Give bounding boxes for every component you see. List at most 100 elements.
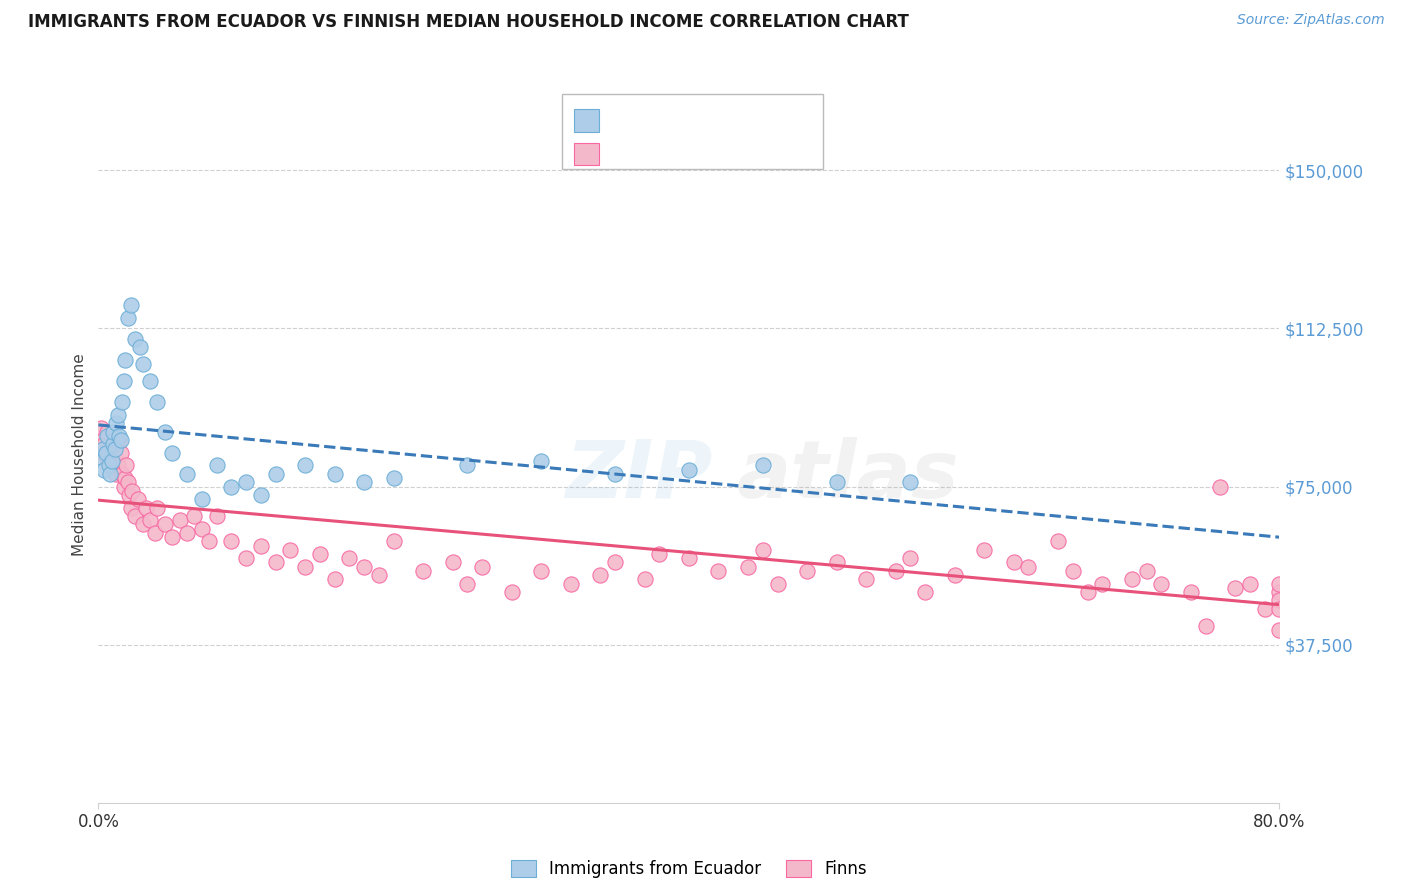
Point [105, 417, 128, 431]
Point [751, 542, 773, 557]
Point [97, 442, 120, 456]
Point [1077, 585, 1099, 599]
Point [235, 551, 257, 566]
Point [678, 463, 700, 477]
Point [191, 522, 214, 536]
Text: atlas: atlas [737, 437, 959, 515]
Y-axis label: Median Household Income: Median Household Income [72, 353, 87, 557]
Point [121, 483, 143, 498]
Point [169, 513, 191, 527]
Point [309, 547, 332, 561]
Point [1002, 556, 1025, 570]
Point [278, 542, 302, 557]
Point [751, 458, 773, 473]
Text: R = -0.084: R = -0.084 [610, 112, 699, 129]
Point [1268, 576, 1291, 591]
Point [124, 332, 146, 346]
Point [107, 408, 129, 422]
Point [103, 437, 125, 451]
Point [110, 433, 132, 447]
Point [323, 467, 346, 481]
Point [105, 467, 128, 481]
Point [146, 500, 169, 515]
Text: R = -0.545: R = -0.545 [610, 145, 699, 163]
Point [91, 442, 114, 456]
Point [884, 564, 907, 578]
Point [337, 551, 360, 566]
Point [104, 442, 127, 456]
Point [1046, 534, 1069, 549]
Point [264, 467, 287, 481]
Point [1121, 572, 1143, 586]
Point [110, 446, 132, 460]
Point [118, 488, 141, 502]
Point [107, 458, 129, 473]
Point [111, 395, 134, 409]
Text: IMMIGRANTS FROM ECUADOR VS FINNISH MEDIAN HOUSEHOLD INCOME CORRELATION CHART: IMMIGRANTS FROM ECUADOR VS FINNISH MEDIA… [28, 13, 910, 31]
Point [605, 556, 627, 570]
Point [530, 454, 553, 468]
Point [153, 517, 176, 532]
Point [112, 479, 135, 493]
Point [162, 446, 183, 460]
Point [111, 467, 134, 481]
Point [737, 559, 759, 574]
Point [143, 525, 166, 540]
Point [1150, 576, 1173, 591]
Point [120, 298, 142, 312]
Point [368, 568, 391, 582]
Point [250, 488, 273, 502]
Point [108, 429, 131, 443]
Point [235, 475, 257, 490]
Point [796, 564, 818, 578]
Point [162, 530, 183, 544]
Point [114, 471, 136, 485]
Point [294, 559, 316, 574]
Point [678, 551, 700, 566]
Point [900, 551, 922, 566]
Point [114, 353, 136, 368]
Point [205, 458, 228, 473]
Point [914, 585, 936, 599]
Point [1091, 576, 1114, 591]
Point [1209, 479, 1232, 493]
Point [1180, 585, 1202, 599]
Point [198, 534, 221, 549]
Point [117, 310, 139, 325]
Text: ZIP: ZIP [565, 437, 713, 515]
Point [90, 450, 112, 464]
Point [124, 509, 146, 524]
Point [412, 564, 434, 578]
Point [100, 446, 122, 460]
Point [219, 479, 243, 493]
Point [1017, 559, 1039, 574]
Point [132, 517, 155, 532]
Point [648, 547, 671, 561]
Point [382, 471, 405, 485]
Point [900, 475, 922, 490]
Point [1195, 618, 1218, 632]
Point [973, 542, 995, 557]
Point [1062, 564, 1084, 578]
Point [633, 572, 655, 586]
Point [146, 395, 169, 409]
Point [139, 513, 162, 527]
Point [97, 458, 120, 473]
Point [1135, 564, 1157, 578]
Text: N = 45: N = 45 [716, 112, 773, 129]
Point [128, 340, 150, 354]
Point [94, 446, 117, 460]
Point [103, 463, 125, 477]
Point [855, 572, 877, 586]
Point [96, 429, 118, 443]
Point [93, 463, 115, 477]
Point [176, 525, 198, 540]
Point [103, 425, 125, 439]
Point [153, 425, 176, 439]
Point [112, 374, 135, 388]
Text: N = 93: N = 93 [716, 145, 773, 163]
Point [132, 357, 155, 371]
Point [1268, 585, 1291, 599]
Point [825, 475, 848, 490]
Point [353, 475, 375, 490]
